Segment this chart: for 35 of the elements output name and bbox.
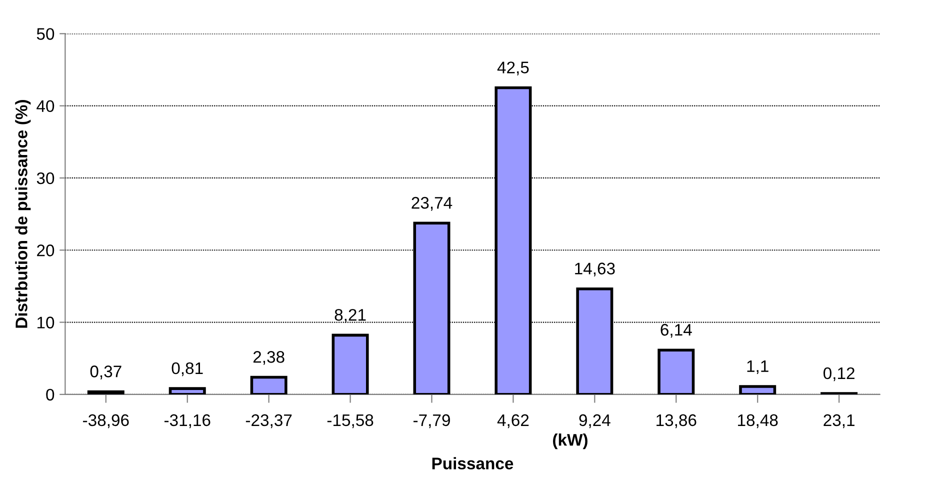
data-label: 1,1 xyxy=(747,360,768,374)
x-tick-label: -31,16 xyxy=(164,414,210,428)
x-tick-label: 23,1 xyxy=(824,414,854,428)
bar xyxy=(739,385,776,394)
y-axis-title: Distrbution de puissance (%) xyxy=(15,100,31,328)
x-tick-label: -23,37 xyxy=(246,414,292,428)
data-label: 2,38 xyxy=(253,351,284,365)
x-tick-label: 18,48 xyxy=(738,414,778,428)
data-label: 0,81 xyxy=(172,362,203,376)
y-tick-label: 20 xyxy=(37,244,54,256)
y-tick-label: 40 xyxy=(36,100,54,112)
data-label: 14,63 xyxy=(575,262,615,276)
data-label: 0,37 xyxy=(90,366,122,380)
y-tick-label: 10 xyxy=(37,316,54,328)
x-tick-label: 13,86 xyxy=(656,414,696,428)
x-tick-label: -7,79 xyxy=(414,414,450,428)
y-tick-label: 30 xyxy=(36,172,54,184)
bar xyxy=(332,334,369,394)
x-tick-label: 9,24 xyxy=(579,414,610,428)
y-tick-label: 50 xyxy=(36,28,54,40)
data-label: 0,12 xyxy=(823,367,854,382)
bar xyxy=(87,390,124,394)
x-axis-title: Puissance xyxy=(432,457,514,470)
x-tick-label: 4,62 xyxy=(497,414,529,428)
x-tick-label: -38,96 xyxy=(83,414,129,428)
bar xyxy=(168,387,206,394)
data-label: 42,5 xyxy=(497,62,529,76)
text: (kW) xyxy=(553,434,588,450)
data-label: 6,14 xyxy=(660,324,692,338)
bar xyxy=(250,376,288,394)
data-label: 8,21 xyxy=(334,308,366,323)
data-label: 23,74 xyxy=(412,196,452,211)
x-tick-label: -15,58 xyxy=(327,414,374,428)
bar xyxy=(658,348,695,394)
y-tick-label: 0 xyxy=(46,388,54,401)
